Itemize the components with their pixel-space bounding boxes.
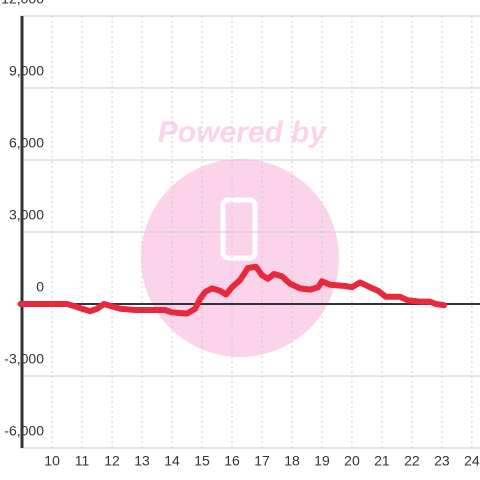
y-tick-label: 6,000	[9, 135, 44, 151]
y-tick-label: 3,000	[9, 207, 44, 223]
x-tick-label: 12	[104, 453, 120, 469]
x-tick-label: 15	[194, 453, 210, 469]
x-tick-label: 14	[164, 453, 180, 469]
data-line	[17, 263, 448, 317]
watermark: Powered by	[158, 116, 328, 149]
x-tick-label: 24	[464, 453, 480, 469]
watermark-icon	[220, 197, 258, 261]
x-tick-label: 16	[224, 453, 240, 469]
y-tick-label: -3,000	[4, 351, 44, 367]
y-tick-label: 9,000	[9, 63, 44, 79]
x-tick-label: 10	[44, 453, 60, 469]
x-tick-label: 13	[134, 453, 150, 469]
x-tick-label: 18	[284, 453, 300, 469]
x-tick-label: 20	[344, 453, 360, 469]
x-tick-label: 17	[254, 453, 270, 469]
x-tick-label: 22	[404, 453, 420, 469]
y-tick-label: 12,000	[1, 0, 44, 7]
x-tick-label: 11	[75, 453, 90, 469]
y-tick-label: -6,000	[4, 423, 44, 439]
x-tick-label: 23	[434, 453, 450, 469]
x-tick-label: 21	[374, 453, 390, 469]
x-tick-label: 19	[314, 453, 330, 469]
y-tick-label: 0	[36, 279, 44, 295]
